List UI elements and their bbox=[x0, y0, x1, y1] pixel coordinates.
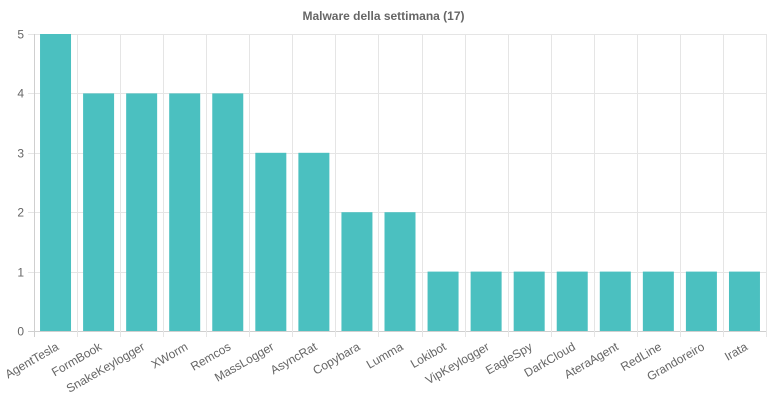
y-tick-label: 0 bbox=[17, 325, 24, 339]
x-tick-label: Irata bbox=[722, 339, 750, 363]
bar-asyncrat[interactable] bbox=[298, 152, 330, 331]
bar-irata[interactable] bbox=[728, 271, 760, 331]
x-tick-label: AgentTesla bbox=[3, 339, 62, 381]
chart-title: Malware della settimana (17) bbox=[302, 9, 464, 23]
bar-agenttesla[interactable] bbox=[40, 34, 72, 331]
bars-layer bbox=[40, 34, 760, 332]
bar-remcos[interactable] bbox=[212, 93, 244, 332]
grid-layer bbox=[28, 34, 767, 337]
bar-lokibot[interactable] bbox=[427, 271, 459, 331]
bar-copybara[interactable] bbox=[341, 212, 373, 331]
x-tick-label: Copybara bbox=[310, 339, 362, 377]
x-tick-label: AsyncRat bbox=[268, 339, 320, 377]
bar-redline[interactable] bbox=[642, 271, 674, 331]
bar-ateraagent[interactable] bbox=[599, 271, 631, 331]
bar-darkcloud[interactable] bbox=[556, 271, 588, 331]
x-tick-label: XWorm bbox=[149, 339, 190, 371]
y-tick-label: 3 bbox=[17, 147, 24, 161]
bar-vipkeylogger[interactable] bbox=[470, 271, 502, 331]
bar-formbook[interactable] bbox=[83, 93, 115, 332]
bar-masslogger[interactable] bbox=[255, 152, 287, 331]
y-tick-label: 4 bbox=[17, 87, 24, 101]
y-tick-label: 5 bbox=[17, 28, 24, 42]
x-tick-label: Lumma bbox=[364, 339, 406, 371]
y-tick-label: 1 bbox=[17, 266, 24, 280]
y-axis-ticks: 0 1 2 3 4 5 bbox=[17, 28, 24, 339]
bar-xworm[interactable] bbox=[169, 93, 201, 332]
bar-lumma[interactable] bbox=[384, 212, 416, 331]
y-tick-label: 2 bbox=[17, 206, 24, 220]
bar-snakekeylogger[interactable] bbox=[126, 93, 158, 332]
bar-grandoreiro[interactable] bbox=[685, 271, 717, 331]
bar-eaglespy[interactable] bbox=[513, 271, 545, 331]
